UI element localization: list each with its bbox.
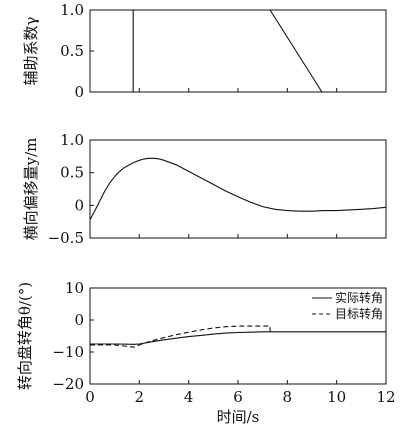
y-tick-label: 0.5 bbox=[60, 164, 84, 182]
legend-label: 实际转角 bbox=[335, 290, 383, 305]
plot-frame bbox=[89, 139, 387, 239]
y-tick-label: 1.0 bbox=[60, 1, 84, 19]
y-tick-label: 0 bbox=[74, 311, 84, 329]
y-tick-label: 0 bbox=[74, 196, 84, 214]
y-tick-label: 0.5 bbox=[60, 42, 84, 60]
series-line bbox=[89, 157, 387, 220]
y-axis-label: 转向盘转角θ/(°) bbox=[16, 282, 34, 390]
series-line-dashed bbox=[90, 325, 271, 348]
x-tick-label: 8 bbox=[283, 388, 293, 406]
y-axis-label: 辅助系数γ bbox=[22, 16, 40, 85]
y-tick-label: 1.0 bbox=[60, 131, 84, 149]
panel-assist-coefficient: 0 0.5 1.0 辅助系数γ bbox=[22, 1, 387, 101]
y-tick-label: −20 bbox=[52, 375, 84, 393]
x-tick-label: 10 bbox=[327, 388, 346, 406]
x-axis-label: 时间/s bbox=[217, 408, 260, 426]
x-tick-label: 12 bbox=[376, 388, 395, 406]
y-tick-label: 0 bbox=[74, 83, 84, 101]
x-tick-label: 0 bbox=[85, 388, 95, 406]
y-tick-label: 10 bbox=[65, 279, 84, 297]
x-tick-label: 6 bbox=[233, 388, 243, 406]
x-tick-label: 4 bbox=[184, 388, 194, 406]
y-tick-label: −10 bbox=[52, 343, 84, 361]
panel-lateral-offset: 1.0 0.5 0 −0.5 横向偏移量y/m bbox=[22, 131, 387, 247]
y-tick-label: −0.5 bbox=[48, 229, 84, 247]
series-line bbox=[90, 9, 386, 93]
series-line bbox=[90, 331, 386, 345]
y-axis-label: 横向偏移量y/m bbox=[22, 138, 40, 241]
plot-frame bbox=[89, 9, 387, 93]
x-tick-label: 2 bbox=[135, 388, 145, 406]
legend-label: 目标转角 bbox=[335, 306, 383, 321]
